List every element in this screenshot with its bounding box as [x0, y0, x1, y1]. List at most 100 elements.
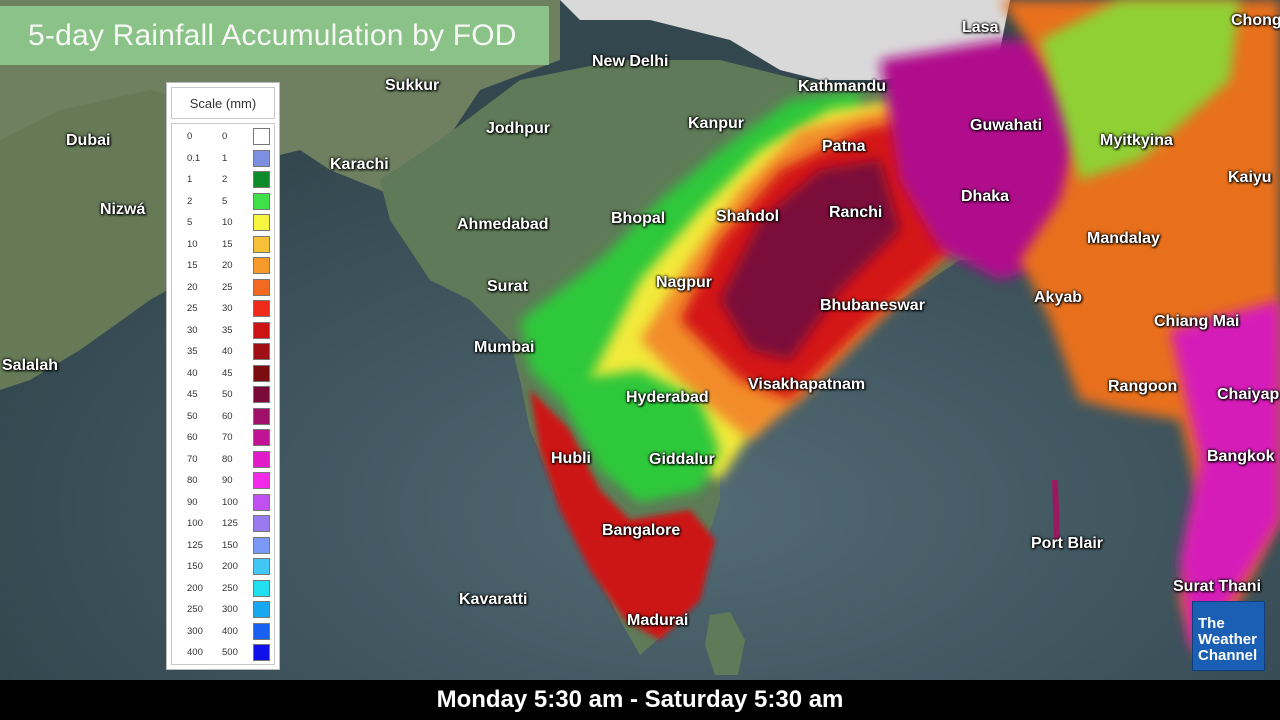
city-label: Nizwá: [100, 201, 146, 218]
legend-row: 15 20: [172, 255, 276, 277]
legend-low: 125: [187, 539, 203, 551]
legend-low: 5: [187, 217, 193, 228]
legend-high: 300: [222, 604, 238, 615]
legend-swatch: [253, 343, 270, 360]
legend-row: 25 30: [172, 298, 276, 320]
legend-high: 200: [222, 561, 238, 572]
legend-swatch: [253, 321, 270, 339]
legend-low: 100: [187, 518, 203, 529]
logo-line: The: [1198, 615, 1225, 632]
city-label: Ahmedabad: [457, 216, 549, 233]
legend-swatch: [253, 364, 270, 382]
city-label: Rangoon: [1108, 378, 1178, 395]
city-label: Visakhapatnam: [748, 376, 866, 393]
city-label: Kanpur: [688, 115, 744, 132]
legend-high: 50: [222, 389, 233, 400]
legend-row: 50 60: [172, 406, 276, 428]
legend-swatch: [253, 300, 270, 317]
legend-swatch: [253, 386, 270, 403]
legend-low: 30: [187, 324, 198, 336]
legend-low: 0: [187, 131, 193, 142]
legend-high: 40: [222, 346, 233, 357]
legend-swatch: [253, 429, 270, 446]
legend-swatch: [253, 536, 270, 554]
legend-low: 20: [187, 281, 198, 293]
legend-low: 400: [187, 647, 203, 658]
city-label: Dubai: [66, 132, 111, 149]
legend-row: 20 25: [172, 277, 276, 299]
legend-swatch: [253, 407, 270, 425]
date-range: Monday 5:30 am - Saturday 5:30 am: [436, 686, 844, 713]
legend-low: 35: [187, 346, 198, 357]
legend-swatch: [253, 128, 270, 145]
weather-channel-logo: The Weather Channel: [1192, 601, 1265, 671]
sri-lanka: [705, 612, 745, 675]
legend-low: 2: [187, 195, 193, 207]
legend-high: 60: [222, 410, 233, 422]
legend-row: 30 35: [172, 320, 276, 342]
city-label: Ranchi: [829, 204, 883, 221]
legend-row: 300 400: [172, 621, 276, 643]
legend-swatch: [253, 171, 270, 188]
city-label: Patna: [822, 138, 866, 155]
legend-low: 1: [187, 174, 193, 185]
city-label: Mumbai: [474, 339, 535, 356]
legend-row: 10 15: [172, 234, 276, 256]
legend-row: 90 100: [172, 492, 276, 514]
legend-row: 45 50: [172, 384, 276, 406]
legend-low: 250: [187, 604, 203, 615]
legend-low: 60: [187, 432, 198, 443]
rain-south-green: [570, 370, 720, 500]
legend-swatch: [253, 601, 270, 618]
legend-low: 0.1: [187, 152, 201, 164]
city-label: New Delhi: [592, 53, 669, 70]
rain-maroon: [720, 160, 900, 360]
legend-row: 5 10: [172, 212, 276, 234]
legend-high: 45: [222, 367, 233, 379]
rain-myanmar-green: [1040, 0, 1240, 180]
legend-high: 35: [222, 324, 233, 336]
city-label: Bangalore: [602, 522, 681, 539]
legend-swatch: [253, 257, 270, 274]
legend-low: 90: [187, 496, 198, 508]
city-label: Shahdol: [716, 208, 780, 225]
legend-low: 10: [187, 238, 198, 250]
city-label: Bhubaneswar: [820, 297, 925, 314]
legend-high: 250: [222, 582, 238, 594]
legend-high: 500: [222, 647, 238, 658]
legend-swatch: [253, 472, 270, 489]
legend-row: 100 125: [172, 513, 276, 535]
legend-row: 80 90: [172, 470, 276, 492]
legend-high: 5: [222, 195, 228, 207]
city-label: Lasa: [962, 19, 999, 36]
legend-swatch: [253, 278, 270, 296]
legend-low: 15: [187, 260, 198, 271]
legend-high: 25: [222, 281, 233, 293]
legend-swatch: [253, 214, 270, 231]
city-label: Chaiyap: [1217, 386, 1280, 403]
legend-low: 45: [187, 389, 198, 400]
city-label: Salalah: [2, 357, 59, 374]
legend-row: 200 250: [172, 578, 276, 600]
legend-swatch: [253, 644, 270, 661]
city-label: Bhopal: [611, 210, 666, 227]
rain-thailand-magenta: [1170, 300, 1280, 650]
legend-high: 0: [222, 131, 228, 142]
city-label: Chong: [1231, 12, 1280, 29]
city-label: Surat Thani: [1173, 578, 1262, 595]
legend-row: 400 500: [172, 642, 276, 664]
legend-row: 150 200: [172, 556, 276, 578]
logo-line: Weather: [1198, 631, 1257, 648]
legend-high: 1: [222, 152, 228, 164]
city-label: Karachi: [330, 156, 389, 173]
city-label: Dhaka: [961, 188, 1010, 205]
map-title-banner: 5-day Rainfall Accumulation by FOD: [0, 6, 549, 65]
legend-high: 30: [222, 303, 233, 314]
legend-low: 50: [187, 410, 198, 422]
legend-row: 35 40: [172, 341, 276, 363]
legend-low: 200: [187, 582, 203, 594]
legend-swatch: [253, 192, 270, 210]
